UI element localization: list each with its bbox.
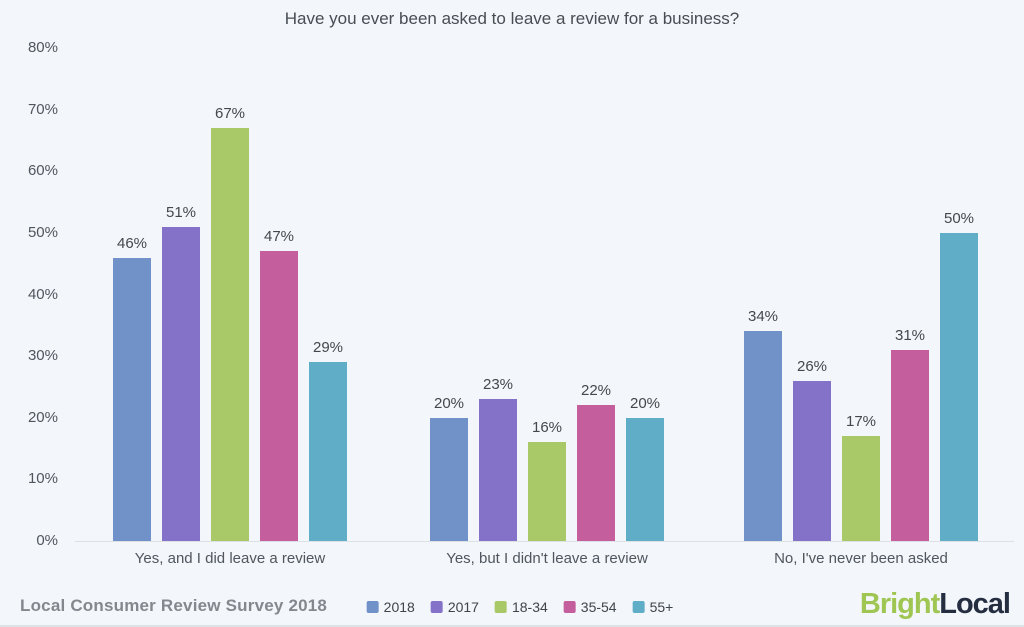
- bar-value-label: 26%: [796, 357, 828, 375]
- legend-swatch-icon: [366, 601, 379, 613]
- category-label: Yes, and I did leave a review: [134, 550, 326, 567]
- y-axis-tick-label: 20%: [27, 408, 58, 426]
- bar-value-label: 20%: [629, 394, 661, 412]
- bar-value-label: 47%: [263, 228, 295, 246]
- y-axis-tick-label: 0%: [36, 532, 58, 549]
- bar-35-54: 47%: [260, 228, 298, 541]
- legend-item-35-54: 35-54: [563, 599, 617, 615]
- category-label: No, I've never been asked: [774, 550, 948, 567]
- bar-2018: 46%: [113, 235, 151, 541]
- bar-value-label: 22%: [580, 382, 612, 400]
- legend-swatch-icon: [494, 601, 507, 613]
- bar-value-label: 29%: [312, 339, 344, 357]
- logo-part-bright: Bright: [859, 588, 940, 620]
- legend-swatch-icon: [632, 601, 645, 613]
- legend-swatch-icon: [430, 601, 443, 613]
- legend-label: 2018: [383, 599, 415, 615]
- legend-label: 35-54: [580, 599, 617, 615]
- bar-value-label: 51%: [165, 203, 197, 221]
- bar-group: 34% 26% 17% 31% 50% No, I've never been asked: [744, 48, 978, 567]
- y-axis-tick-label: 50%: [27, 223, 58, 241]
- bar-35-54: 31%: [891, 327, 929, 541]
- bar-18-34: 17%: [842, 413, 880, 541]
- bar-35-54: 22%: [577, 382, 615, 541]
- y-axis-tick-label: 30%: [27, 347, 58, 365]
- y-axis-tick-label: 80%: [27, 39, 58, 56]
- bar-2017: 23%: [479, 376, 517, 541]
- bar-group: 20% 23% 16% 22% 20% Yes, but I didn't leave a…: [430, 48, 664, 567]
- bar-2018: 34%: [744, 308, 782, 541]
- bar-value-label: 34%: [747, 308, 779, 326]
- plot-area: 0% 10% 20% 30% 40% 50% 60% 70% 80% 46% 51% 67% 47% 29…: [0, 39, 1024, 567]
- brightlocal-logo: BrightLocal: [859, 588, 1011, 621]
- y-axis-tick-label: 70%: [27, 100, 58, 118]
- legend-item-2017: 2017: [430, 599, 479, 615]
- bar-18-34: 16%: [528, 419, 566, 541]
- y-axis-tick-label: 60%: [27, 162, 58, 180]
- legend-label: 2017: [447, 599, 479, 615]
- bar-value-label: 17%: [845, 413, 877, 431]
- bar-55+: 29%: [309, 339, 347, 541]
- bar-value-label: 50%: [943, 209, 975, 227]
- legend-item-2018: 2018: [366, 599, 415, 615]
- legend-swatch-icon: [563, 601, 576, 613]
- bar-value-label: 67%: [214, 105, 246, 123]
- y-axis-tick-label: 10%: [27, 470, 58, 488]
- bar-2017: 26%: [793, 358, 831, 541]
- legend-item-55+: 55+: [632, 599, 674, 615]
- category-label: Yes, but I didn't leave a review: [446, 550, 648, 567]
- bar-18-34: 67%: [211, 105, 249, 541]
- x-axis-line: [75, 541, 1014, 542]
- source-label: Local Consumer Review Survey 2018: [20, 596, 328, 615]
- bar-2017: 51%: [162, 204, 200, 541]
- bar-value-label: 31%: [894, 326, 926, 344]
- bar-group: 46% 51% 67% 47% 29% Yes, and I did leave a re…: [113, 48, 347, 567]
- bar-55+: 50%: [940, 210, 978, 541]
- legend: 2018 2017 18-34 35-54 55+: [366, 599, 674, 615]
- y-axis-tick-label: 40%: [27, 285, 58, 303]
- bar-value-label: 46%: [116, 234, 148, 252]
- legend-label: 55+: [649, 599, 674, 615]
- bar-value-label: 20%: [433, 394, 465, 412]
- bar-2018: 20%: [430, 395, 468, 541]
- legend-label: 18-34: [511, 599, 548, 615]
- logo-part-local: Local: [939, 588, 1011, 620]
- legend-item-18-34: 18-34: [494, 599, 548, 615]
- bar-55+: 20%: [626, 395, 664, 541]
- bar-value-label: 16%: [531, 419, 563, 437]
- bar-value-label: 23%: [482, 376, 514, 394]
- chart-title: Have you ever been asked to leave a revi…: [284, 9, 740, 28]
